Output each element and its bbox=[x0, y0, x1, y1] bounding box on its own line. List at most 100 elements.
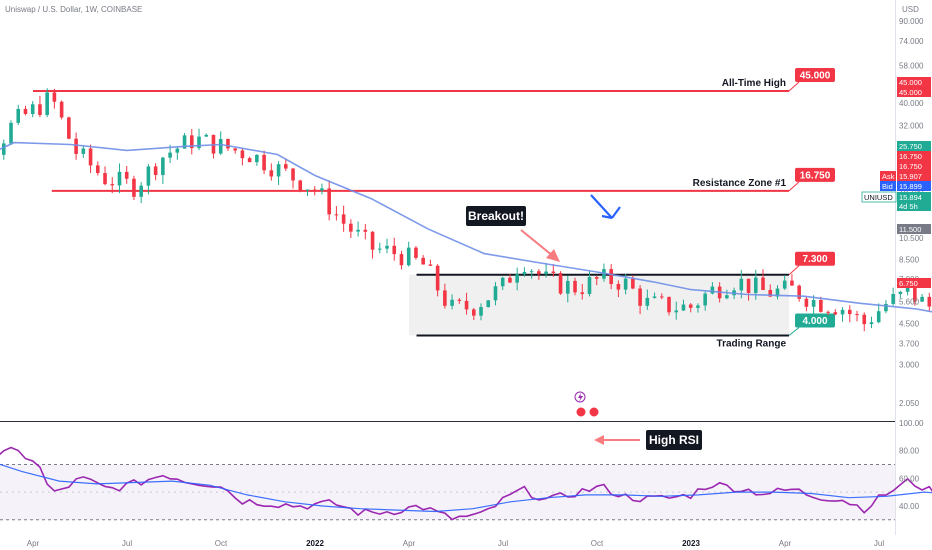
candle-20 bbox=[81, 145, 86, 158]
candle-73 bbox=[464, 292, 469, 315]
candle-130 bbox=[876, 303, 881, 324]
candle-body-51 bbox=[305, 189, 310, 191]
candle-body-134 bbox=[905, 287, 910, 292]
price-tick-7: 10.500 bbox=[899, 234, 924, 243]
breakout-arrow-head bbox=[546, 249, 560, 262]
price-tag-box-9 bbox=[897, 224, 931, 234]
candle-body-12 bbox=[23, 108, 28, 114]
candle-74 bbox=[471, 307, 476, 321]
price-tag-value-8: 4d 5h bbox=[899, 202, 918, 211]
rsi-ma-line bbox=[0, 463, 932, 513]
candle-body-126 bbox=[847, 309, 852, 315]
price-tag-1: 45.000 bbox=[897, 87, 931, 97]
high-rsi-callout-text: High RSI bbox=[649, 433, 699, 447]
level-badge-1[interactable] bbox=[795, 167, 835, 182]
candle-body-63 bbox=[392, 245, 397, 255]
candle-body-94 bbox=[616, 283, 621, 290]
candle-21 bbox=[88, 144, 93, 174]
candle-114 bbox=[761, 269, 765, 291]
candle-body-16 bbox=[52, 92, 57, 102]
candle-body-13 bbox=[30, 104, 35, 114]
candle-body-120 bbox=[804, 298, 809, 307]
candle-body-114 bbox=[761, 277, 765, 290]
candle-43 bbox=[247, 156, 252, 163]
candle-47 bbox=[276, 161, 281, 185]
price-tag-value-10: 6.750 bbox=[899, 279, 918, 288]
us-flag-event-icon-2[interactable] bbox=[588, 406, 600, 418]
candle-body-88 bbox=[573, 280, 577, 293]
candle-body-39 bbox=[218, 138, 223, 154]
candle-body-62 bbox=[385, 245, 389, 249]
candle-body-83 bbox=[537, 271, 541, 275]
us-flag-event-icon[interactable] bbox=[575, 406, 587, 418]
horizontal-levels[interactable]: 45.000 All-Time High 16.750 Resistance Zone… bbox=[33, 68, 835, 349]
candle-body-56 bbox=[341, 214, 346, 224]
candle-body-48 bbox=[283, 164, 288, 169]
price-tick-1: 74.000 bbox=[899, 37, 924, 46]
candle-body-131 bbox=[884, 303, 888, 312]
candle-80 bbox=[515, 267, 519, 291]
candle-body-82 bbox=[529, 271, 534, 273]
candle-body-117 bbox=[782, 280, 787, 289]
candle-body-49 bbox=[291, 168, 295, 181]
candle-134 bbox=[905, 287, 910, 296]
candle-109 bbox=[725, 289, 729, 300]
rsi-tick-0: 100.00 bbox=[899, 419, 924, 428]
candle-body-75 bbox=[479, 307, 483, 316]
candle-14 bbox=[38, 95, 42, 118]
time-tick-4: Apr bbox=[403, 539, 416, 548]
level-badge-text-2: 7.300 bbox=[802, 254, 827, 265]
candle-22 bbox=[95, 161, 100, 176]
price-tick-5: 32.000 bbox=[899, 121, 924, 130]
candle-body-107 bbox=[710, 286, 715, 294]
trading-range-box bbox=[409, 274, 789, 336]
breakout-arrow-shaft bbox=[520, 229, 554, 257]
price-tag-8: 4d 5h bbox=[897, 201, 931, 211]
candle-body-98 bbox=[645, 297, 650, 306]
annotation-drawings[interactable]: Breakout! bbox=[466, 194, 932, 418]
candle-body-112 bbox=[746, 278, 751, 293]
time-tick-3: 2022 bbox=[306, 539, 324, 548]
badge-connector-3 bbox=[788, 327, 800, 336]
rsi-pane[interactable]: High RSI bbox=[0, 430, 932, 521]
price-axis[interactable]: 90.000 74.000 58.000 45.000 40.000 32.000 16.7… bbox=[899, 17, 924, 408]
candle-body-23 bbox=[103, 173, 107, 185]
level-badge-2[interactable] bbox=[795, 251, 835, 266]
level-badge-3[interactable] bbox=[795, 313, 835, 328]
candle-body-60 bbox=[370, 231, 375, 250]
candle-body-58 bbox=[356, 229, 360, 232]
candle-91 bbox=[594, 275, 599, 286]
price-tag-value-3: 16.750 bbox=[899, 152, 922, 161]
candle-body-74 bbox=[471, 309, 476, 316]
candle-53 bbox=[320, 183, 324, 195]
level-badge-0[interactable] bbox=[795, 68, 835, 83]
candle-body-127 bbox=[855, 314, 859, 316]
high-rsi-callout[interactable] bbox=[646, 430, 702, 450]
candle-89 bbox=[580, 283, 585, 300]
candle-137 bbox=[927, 292, 932, 312]
candle-70 bbox=[443, 283, 447, 309]
candle-127 bbox=[855, 310, 859, 322]
currency-label: USD bbox=[902, 5, 919, 14]
breakout-callout[interactable] bbox=[466, 206, 526, 226]
price-tick-2: 58.000 bbox=[899, 61, 924, 70]
candle-28 bbox=[139, 182, 143, 204]
candle-body-116 bbox=[775, 288, 780, 297]
price-tag-value-9: 11.500 bbox=[899, 225, 921, 234]
candle-body-41 bbox=[233, 148, 237, 151]
candle-94 bbox=[616, 280, 621, 298]
rsi-tick-1: 80.00 bbox=[899, 447, 920, 456]
price-tick-11: 4.500 bbox=[899, 320, 920, 329]
candle-body-109 bbox=[725, 295, 729, 299]
level-name-3: Trading Range bbox=[717, 338, 787, 349]
candle-body-42 bbox=[240, 150, 245, 159]
candle-76 bbox=[486, 300, 491, 308]
candle-62 bbox=[385, 238, 389, 254]
candle-81 bbox=[522, 267, 527, 277]
candle-50 bbox=[298, 179, 303, 193]
badge-connector-1 bbox=[788, 181, 800, 192]
breakout-callout-text: Breakout! bbox=[468, 209, 524, 223]
time-axis[interactable]: AprJulOct2022AprJulOct2023AprJulOct2024A… bbox=[27, 539, 932, 548]
